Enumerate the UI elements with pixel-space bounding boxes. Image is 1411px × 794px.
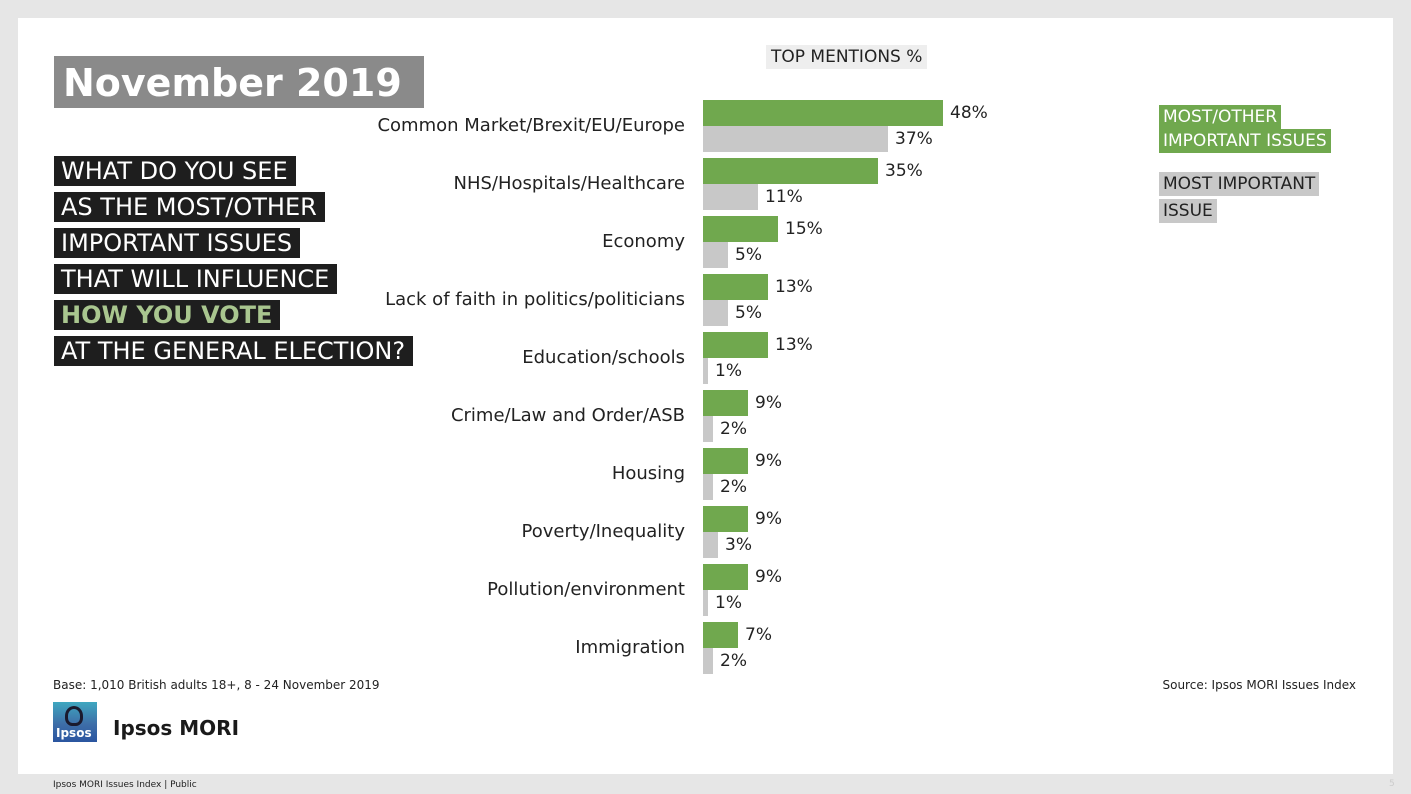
question-line: WHAT DO YOU SEE <box>54 156 296 186</box>
data-label: 11% <box>765 187 803 207</box>
data-label: 9% <box>755 393 782 413</box>
brand-name: Ipsos MORI <box>113 716 240 740</box>
data-label: 2% <box>720 419 747 439</box>
bar-most-important <box>703 184 758 210</box>
page-title: November 2019 <box>54 56 424 108</box>
data-label: 2% <box>720 651 747 671</box>
data-label: 35% <box>885 161 923 181</box>
category-label: Lack of faith in politics/politicians <box>385 289 685 310</box>
bar-most-important <box>703 532 718 558</box>
legend-most-important-line2: ISSUE <box>1159 199 1217 223</box>
data-label: 3% <box>725 535 752 555</box>
data-label: 5% <box>735 303 762 323</box>
question-line: AT THE GENERAL ELECTION? <box>54 336 414 366</box>
bar-most-important <box>703 126 888 152</box>
bar-most-other <box>703 622 738 648</box>
bar-most-other <box>703 390 748 416</box>
bar-most-other <box>703 158 878 184</box>
category-label: Common Market/Brexit/EU/Europe <box>377 115 685 136</box>
bar-most-other <box>703 100 943 126</box>
data-label: 37% <box>895 129 933 149</box>
footer-left-text: Ipsos MORI Issues Index | Public <box>53 780 197 790</box>
data-label: 1% <box>715 361 742 381</box>
question-block: WHAT DO YOU SEE AS THE MOST/OTHER IMPORT… <box>54 156 414 372</box>
bar-most-other <box>703 216 778 242</box>
legend-most-important-line1: MOST IMPORTANT <box>1159 172 1320 196</box>
data-label: 1% <box>715 593 742 613</box>
data-label: 5% <box>735 245 762 265</box>
data-label: 13% <box>775 335 813 355</box>
data-label: 13% <box>775 277 813 297</box>
ipsos-logo-icon: Ipsos <box>53 702 97 742</box>
base-note: Base: 1,010 British adults 18+, 8 - 24 N… <box>53 678 380 692</box>
bar-most-important <box>703 242 728 268</box>
bar-most-important <box>703 474 713 500</box>
bar-most-other <box>703 506 748 532</box>
category-label: Poverty/Inequality <box>521 521 686 542</box>
data-label: 9% <box>755 567 782 587</box>
bar-most-important <box>703 590 708 616</box>
question-line: THAT WILL INFLUENCE <box>54 264 338 294</box>
bar-most-other <box>703 564 748 590</box>
category-label: Immigration <box>575 637 685 658</box>
category-label: Pollution/environment <box>487 579 685 600</box>
page-number: 5 <box>1389 779 1395 789</box>
bar-most-important <box>703 300 728 326</box>
bar-most-other <box>703 332 768 358</box>
chart-title: TOP MENTIONS % <box>766 45 928 69</box>
question-line-highlight: HOW YOU VOTE <box>54 300 281 330</box>
bar-most-other <box>703 274 768 300</box>
bar-most-important <box>703 358 708 384</box>
source-note: Source: Ipsos MORI Issues Index <box>1162 678 1356 692</box>
category-label: Housing <box>611 463 685 484</box>
category-label: Education/schools <box>522 347 685 368</box>
bar-most-other <box>703 448 748 474</box>
category-label: NHS/Hospitals/Healthcare <box>453 173 686 194</box>
data-label: 15% <box>785 219 823 239</box>
data-label: 9% <box>755 451 782 471</box>
data-label: 48% <box>950 103 988 123</box>
data-label: 2% <box>720 477 747 497</box>
legend-most-other-line2: IMPORTANT ISSUES <box>1159 129 1331 153</box>
legend-most-other-line1: MOST/OTHER <box>1159 105 1282 129</box>
category-label: Crime/Law and Order/ASB <box>450 405 685 426</box>
bar-most-important <box>703 416 713 442</box>
logo-text: Ipsos <box>56 726 92 740</box>
question-line: IMPORTANT ISSUES <box>54 228 301 258</box>
data-label: 7% <box>745 625 772 645</box>
bar-most-important <box>703 648 713 674</box>
category-label: Economy <box>602 231 685 252</box>
question-line: AS THE MOST/OTHER <box>54 192 325 222</box>
data-label: 9% <box>755 509 782 529</box>
logo-mark-icon <box>65 706 83 726</box>
